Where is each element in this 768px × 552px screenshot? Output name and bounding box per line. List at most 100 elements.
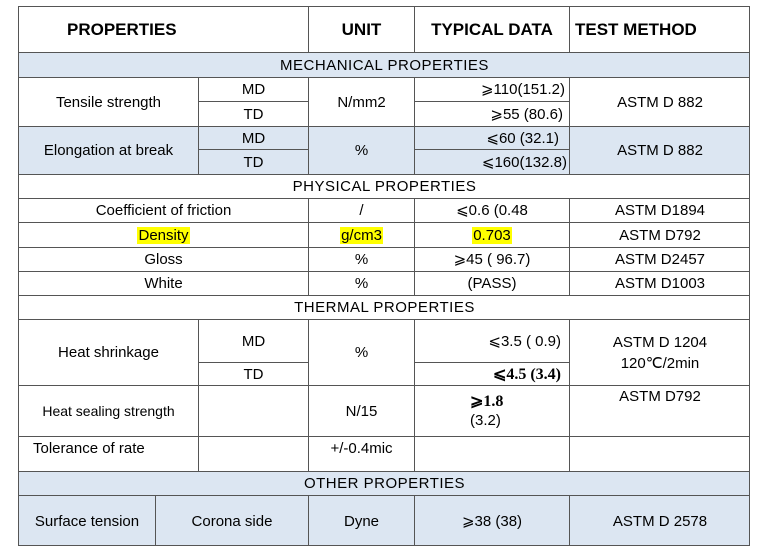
shrinkage-method-line2: 120℃/2min xyxy=(620,354,700,372)
density-unit: g/cm3 xyxy=(308,222,414,247)
shrinkage-td-label: TD xyxy=(243,365,264,383)
elongation-td-label: TD xyxy=(243,153,264,171)
gloss-method: ASTM D2457 xyxy=(569,247,750,271)
properties-table: PROPERTIES UNIT TYPICAL DATA TEST METHOD… xyxy=(18,6,750,546)
tensile-md-value-label: ⩾110(151.2) xyxy=(480,81,565,98)
friction-unit-label: / xyxy=(359,202,364,219)
sealing-method-label: ASTM D792 xyxy=(619,388,701,405)
tolerance-value xyxy=(414,436,569,471)
surface-method-label: ASTM D 2578 xyxy=(612,512,708,530)
sealing-name-label: Heat sealing strength xyxy=(42,402,175,419)
tensile-md-value: ⩾110(151.2) xyxy=(414,77,569,101)
shrinkage-unit: % xyxy=(308,319,414,385)
tensile-unit: N/mm2 xyxy=(308,77,414,126)
surface-side: Corona side xyxy=(155,495,308,546)
sealing-value-line1: ⩾1.8 xyxy=(470,393,504,410)
shrinkage-md-label: MD xyxy=(241,332,266,350)
white-value: (PASS) xyxy=(414,271,569,295)
sealing-value-line2: (3.2) xyxy=(470,412,501,429)
shrinkage-unit-label: % xyxy=(354,344,369,361)
gloss-name-label: Gloss xyxy=(144,251,183,268)
tolerance-method xyxy=(569,436,750,471)
tolerance-empty xyxy=(198,436,308,471)
header-properties-label: PROPERTIES xyxy=(67,20,177,39)
surface-side-label: Corona side xyxy=(191,512,273,530)
elongation-name-label: Elongation at break xyxy=(43,142,174,159)
tolerance-unit-label: +/-0.4mic xyxy=(330,440,393,457)
elongation-td-value: ⩽160(132.8) xyxy=(414,149,569,174)
white-method-label: ASTM D1003 xyxy=(614,275,706,292)
section-mechanical-label: MECHANICAL PROPERTIES xyxy=(280,56,489,74)
sealing-method: ASTM D792 xyxy=(569,385,750,436)
header-typical-label: TYPICAL DATA xyxy=(431,20,553,39)
tensile-td-value-label: ⩾55 (80.6) xyxy=(490,105,563,123)
header-properties: PROPERTIES xyxy=(18,6,308,52)
friction-name-label: Coefficient of friction xyxy=(95,202,232,219)
section-physical: PHYSICAL PROPERTIES xyxy=(18,174,750,198)
tolerance-name-label: Tolerance of rate xyxy=(33,440,145,457)
density-name-label: Density xyxy=(137,226,190,244)
tensile-td-label: TD xyxy=(243,105,264,123)
elongation-md-value-label: ⩽60 (32.1) xyxy=(486,129,559,147)
header-method-label: TEST METHOD xyxy=(575,20,697,39)
sealing-value: ⩾1.8 (3.2) xyxy=(414,385,569,436)
gloss-value-label: ⩾45 ( 96.7) xyxy=(453,251,531,268)
tensile-method: ASTM D 882 xyxy=(569,77,750,126)
elongation-unit: % xyxy=(308,126,414,174)
gloss-name: Gloss xyxy=(18,247,308,271)
sealing-unit: N/15 xyxy=(308,385,414,436)
density-value: 0.703 xyxy=(414,222,569,247)
section-mechanical: MECHANICAL PROPERTIES xyxy=(18,52,750,77)
shrinkage-method-line1: ASTM D 1204 xyxy=(612,333,708,351)
elongation-method-label: ASTM D 882 xyxy=(617,142,703,159)
tensile-method-label: ASTM D 882 xyxy=(617,93,703,111)
surface-value-label: ⩾38 (38) xyxy=(461,512,523,530)
tolerance-unit: +/-0.4mic xyxy=(308,436,414,471)
white-unit: % xyxy=(308,271,414,295)
sealing-unit-label: N/15 xyxy=(345,402,378,420)
friction-unit: / xyxy=(308,198,414,222)
surface-value: ⩾38 (38) xyxy=(414,495,569,546)
header-typical-data: TYPICAL DATA xyxy=(414,6,569,52)
friction-method-label: ASTM D1894 xyxy=(614,202,706,219)
white-name: White xyxy=(18,271,308,295)
tensile-name-label: Tensile strength xyxy=(55,93,162,111)
elongation-md-value: ⩽60 (32.1) xyxy=(414,126,569,149)
shrinkage-name-label: Heat shrinkage xyxy=(58,344,159,361)
density-value-label: 0.703 xyxy=(472,226,512,244)
shrinkage-md: MD xyxy=(198,319,308,362)
tensile-td: TD xyxy=(198,101,308,126)
friction-method: ASTM D1894 xyxy=(569,198,750,222)
gloss-unit-label: % xyxy=(354,251,369,268)
shrinkage-td: TD xyxy=(198,362,308,385)
friction-value: ⩽0.6 (0.48 xyxy=(414,198,569,222)
shrinkage-md-value-label: ⩽3.5 ( 0.9) xyxy=(488,332,561,350)
elongation-td: TD xyxy=(198,149,308,174)
tensile-td-value: ⩾55 (80.6) xyxy=(414,101,569,126)
elongation-td-value-label: ⩽160(132.8) xyxy=(481,153,567,171)
white-value-label: (PASS) xyxy=(467,275,517,292)
density-method-label: ASTM D792 xyxy=(619,226,701,244)
section-thermal-label: THERMAL PROPERTIES xyxy=(294,299,475,316)
elongation-md: MD xyxy=(198,126,308,149)
elongation-name: Elongation at break xyxy=(18,126,198,174)
header-test-method: TEST METHOD xyxy=(569,6,750,52)
density-name: Density xyxy=(18,222,308,247)
elongation-unit-label: % xyxy=(354,142,369,159)
gloss-value: ⩾45 ( 96.7) xyxy=(414,247,569,271)
shrinkage-td-value: ⩽4.5 (3.4) xyxy=(414,362,569,385)
density-method: ASTM D792 xyxy=(569,222,750,247)
density-unit-label: g/cm3 xyxy=(340,226,383,244)
white-name-label: White xyxy=(144,275,183,292)
tensile-md: MD xyxy=(198,77,308,101)
shrinkage-md-value: ⩽3.5 ( 0.9) xyxy=(414,319,569,362)
white-method: ASTM D1003 xyxy=(569,271,750,295)
section-physical-label: PHYSICAL PROPERTIES xyxy=(292,178,477,195)
tolerance-name: Tolerance of rate xyxy=(18,436,198,471)
surface-name: Surface tension xyxy=(18,495,155,546)
surface-unit: Dyne xyxy=(308,495,414,546)
elongation-md-label: MD xyxy=(241,129,266,147)
gloss-method-label: ASTM D2457 xyxy=(614,251,706,268)
sealing-name: Heat sealing strength xyxy=(18,385,198,436)
tensile-md-label: MD xyxy=(241,81,266,98)
